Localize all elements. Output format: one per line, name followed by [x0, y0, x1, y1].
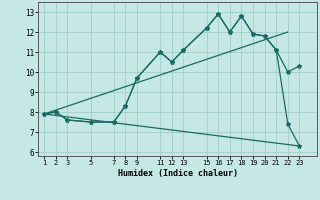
X-axis label: Humidex (Indice chaleur): Humidex (Indice chaleur) [118, 169, 238, 178]
